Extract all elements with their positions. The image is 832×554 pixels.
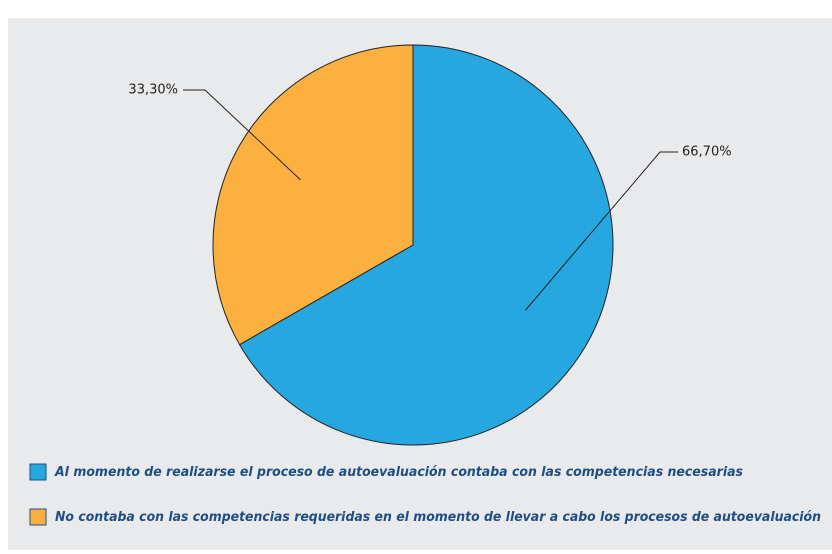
value-label: 33,30% [128, 83, 178, 98]
leader-line [525, 151, 678, 311]
legend-swatch [29, 463, 47, 481]
legend-label: No contaba con las competencias requerid… [55, 509, 821, 525]
legend-swatch [29, 508, 47, 526]
value-label: 66,70% [682, 145, 732, 160]
leader-line [183, 89, 301, 181]
pie-slice [212, 44, 414, 346]
legend-label: Al momento de realizarse el proceso de a… [54, 464, 743, 480]
pie-slice [238, 44, 614, 446]
